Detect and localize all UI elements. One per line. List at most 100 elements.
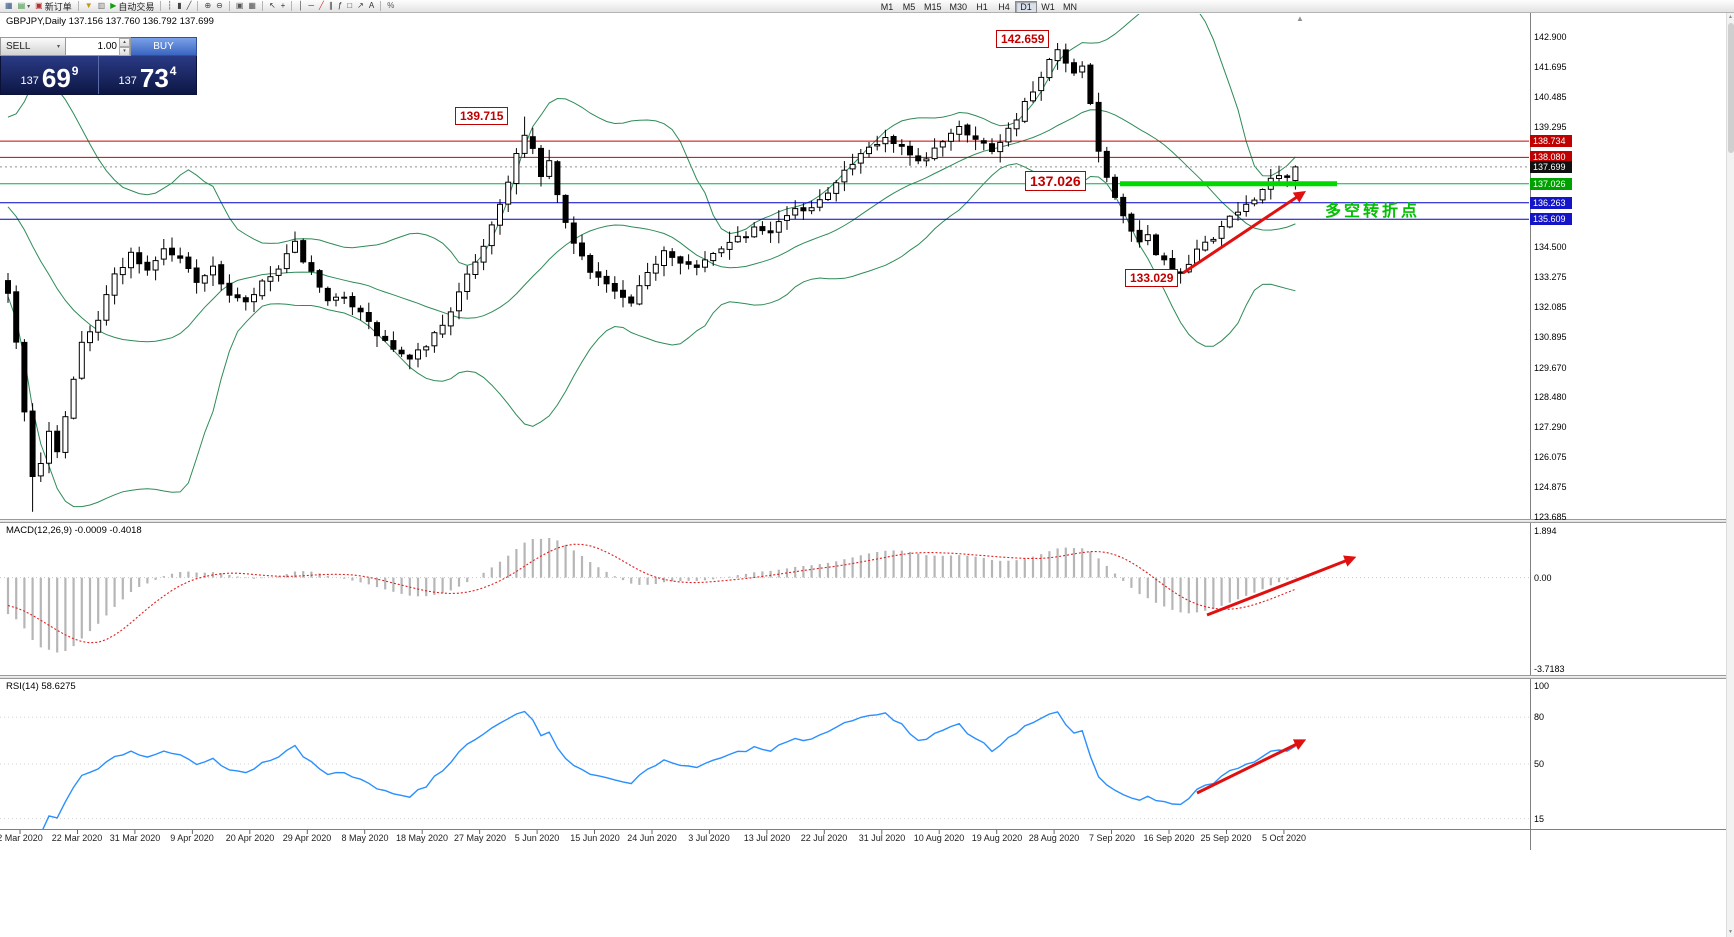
shapes-tool-icon: □ (347, 1, 353, 10)
symbol-ohlc-label: GBPJPY,Daily 137.156 137.760 136.792 137… (6, 16, 214, 27)
auto-trading-button[interactable]: ▶ 自动交易 (108, 0, 156, 12)
new-order-button-label: 新订单 (44, 1, 72, 12)
crosshair-tool-icon: + (280, 1, 286, 10)
auto-trading-icon: ▶ (110, 1, 117, 10)
time-axis-line (0, 829, 1726, 830)
text-tool-button[interactable]: A (367, 0, 376, 12)
auto-arrange-icon: ▦ (248, 1, 256, 10)
timeframe-h1-button[interactable]: H1 (976, 1, 988, 12)
line-chart-type-button[interactable]: ╱ (185, 0, 194, 12)
volume-spinner: ▴ ▾ (119, 38, 130, 56)
cursor-tool-button[interactable]: ↖ (267, 0, 278, 12)
trend-arrow-rsi[interactable] (1196, 739, 1307, 795)
buy-mode-button[interactable]: BUY (131, 37, 197, 56)
one-click-trading-panel: SELL ▾ 1.00 ▴ ▾ BUY 137 69 9 137 73 4 (0, 37, 197, 95)
new-chart-icon: ▤ (17, 1, 26, 10)
channel-tool-button[interactable]: ∥ (327, 0, 335, 12)
sell-price-prefix: 137 (20, 75, 39, 87)
zoom-in-button[interactable]: ⊕ (202, 0, 213, 12)
trade-panel-top-row: SELL ▾ 1.00 ▴ ▾ BUY (0, 37, 197, 56)
indicators-button[interactable]: % (385, 0, 396, 12)
scroll-up-icon[interactable]: ▲ (1728, 14, 1733, 20)
price-annotation-137-026[interactable]: 137.026 (1025, 171, 1086, 191)
macd-indicator-label: MACD(12,26,9) -0.0009 -0.4018 (6, 525, 142, 536)
history-center-button[interactable]: ▥ (96, 0, 108, 12)
price-annotation-139-715[interactable]: 139.715 (455, 107, 509, 125)
line-chart-type-icon: ╱ (186, 1, 192, 10)
timeframe-m5-button[interactable]: M5 (902, 1, 916, 12)
trendline-tool-button[interactable]: ╱ (317, 0, 326, 12)
chart-windows-button[interactable]: ▦ (3, 0, 15, 12)
timeframe-m15-button[interactable]: M15 (924, 1, 942, 12)
scrollbar-thumb[interactable] (1728, 23, 1734, 153)
price-annotation-142-659[interactable]: 142.659 (996, 30, 1050, 48)
toolbar-separator (197, 1, 199, 11)
horizontal-line-tool-button[interactable]: ─ (306, 0, 316, 12)
rsi-panel-splitter[interactable] (0, 675, 1726, 679)
vertical-line-tool-button[interactable]: │ (296, 0, 305, 12)
sell-dropdown-icon[interactable]: ▾ (56, 44, 60, 50)
candlestick-type-icon: ▮ (177, 1, 182, 10)
buy-label: BUY (153, 41, 174, 52)
sell-price-button[interactable]: 137 69 9 (1, 56, 99, 94)
zoom-out-button[interactable]: ⊖ (214, 0, 225, 12)
shapes-tool-button[interactable]: □ (345, 0, 354, 12)
volume-increase-icon[interactable]: ▴ (119, 38, 130, 47)
filter-icon: ▼ (84, 1, 93, 10)
bollinger-lower-band (7, 163, 1296, 508)
price-scale-separator (1530, 13, 1531, 850)
timeframe-m1-button[interactable]: M1 (880, 1, 894, 12)
toolbar-separator (291, 1, 293, 11)
vertical-scrollbar[interactable]: ▲ ▼ (1726, 13, 1734, 937)
macd-panel-splitter[interactable] (0, 519, 1726, 523)
rsi-indicator-label: RSI(14) 58.6275 (6, 681, 76, 692)
filter-button[interactable]: ▼ (83, 0, 95, 12)
timeframe-toolbar: M1 M5 M15 M30 H1 H4 D1 W1 MN (876, 0, 1081, 13)
scroll-down-icon[interactable]: ▼ (1728, 929, 1733, 935)
candlestick-type-button[interactable]: ▮ (175, 0, 183, 12)
arrows-tool-icon: ↗ (357, 1, 364, 10)
turning-point-label[interactable]: 多空转折点 (1325, 203, 1421, 220)
buy-price-main: 73 (139, 63, 169, 93)
volume-value[interactable]: 1.00 (97, 41, 117, 52)
channel-tool-icon: ∥ (328, 1, 333, 10)
toolbar-separator (77, 1, 79, 11)
tile-windows-icon: ▣ (235, 1, 244, 10)
trendline-tool-icon: ╱ (319, 1, 324, 10)
toolbar-separator (261, 1, 263, 11)
dropdown-caret-icon: ▾ (27, 3, 31, 10)
auto-trading-button-label: 自动交易 (118, 1, 155, 12)
new-chart-button[interactable]: ▤ ▾ (16, 0, 33, 12)
auto-arrange-button[interactable]: ▦ (246, 0, 258, 12)
timeframe-d1-button[interactable]: D1 (1015, 0, 1038, 13)
chart-shift-icon[interactable]: ▲ (1296, 14, 1304, 23)
zoom-in-icon: ⊕ (204, 1, 212, 10)
zoom-out-icon: ⊖ (216, 1, 223, 10)
new-order-button[interactable]: ▣ 新订单 (33, 0, 74, 12)
tile-windows-button[interactable]: ▣ (234, 0, 246, 12)
timeframe-w1-button[interactable]: W1 (1041, 1, 1055, 12)
bar-chart-type-button[interactable]: ┆ (165, 0, 174, 12)
volume-decrease-icon[interactable]: ▾ (119, 47, 130, 56)
timeframe-mn-button[interactable]: MN (1063, 1, 1078, 12)
trade-panel-price-row: 137 69 9 137 73 4 (0, 56, 197, 95)
crosshair-tool-button[interactable]: + (279, 0, 288, 12)
fibonacci-tool-icon: ƒ (337, 1, 343, 10)
rsi-panel (0, 710, 1529, 829)
toolbar-separator (380, 1, 382, 11)
fibonacci-tool-button[interactable]: ƒ (336, 0, 344, 12)
main-toolbar: ▦ ▤ ▾ ▣ 新订单 ▼ ▥ ▶ 自动交易 ┆ ▮ ╱ ⊕ ⊖ ▣ ▦ ↖ + │ ─ ╱ ∥ ƒ □ ↗ A% M1 M5 M15 M… (0, 0, 1734, 13)
timeframe-m30-button[interactable]: M30 (949, 1, 968, 12)
buy-price-button[interactable]: 137 73 4 (99, 56, 196, 94)
history-center-icon: ▥ (97, 1, 106, 10)
arrows-tool-button[interactable]: ↗ (355, 0, 366, 12)
vertical-line-tool-icon: │ (298, 1, 304, 10)
volume-stepper[interactable]: 1.00 ▴ ▾ (66, 37, 131, 56)
trend-arrow-macd[interactable] (1206, 555, 1357, 617)
sell-mode-button[interactable]: SELL ▾ (0, 37, 66, 56)
timeframe-h4-button[interactable]: H4 (998, 1, 1010, 12)
trend-arrow-main[interactable] (1182, 191, 1306, 275)
price-annotation-133-029[interactable]: 133.029 (1125, 269, 1179, 287)
